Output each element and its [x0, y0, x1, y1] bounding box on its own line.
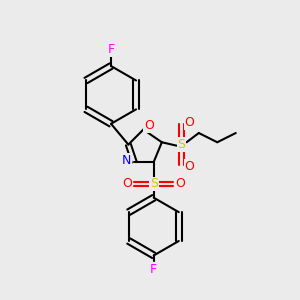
- Text: F: F: [150, 263, 157, 276]
- Text: S: S: [150, 177, 158, 190]
- Text: O: O: [184, 160, 194, 173]
- Text: O: O: [175, 177, 185, 190]
- Text: S: S: [178, 138, 185, 151]
- Text: O: O: [123, 177, 133, 190]
- Text: O: O: [144, 119, 154, 132]
- Text: F: F: [107, 44, 115, 56]
- Text: O: O: [184, 116, 194, 129]
- Text: N: N: [122, 154, 131, 167]
